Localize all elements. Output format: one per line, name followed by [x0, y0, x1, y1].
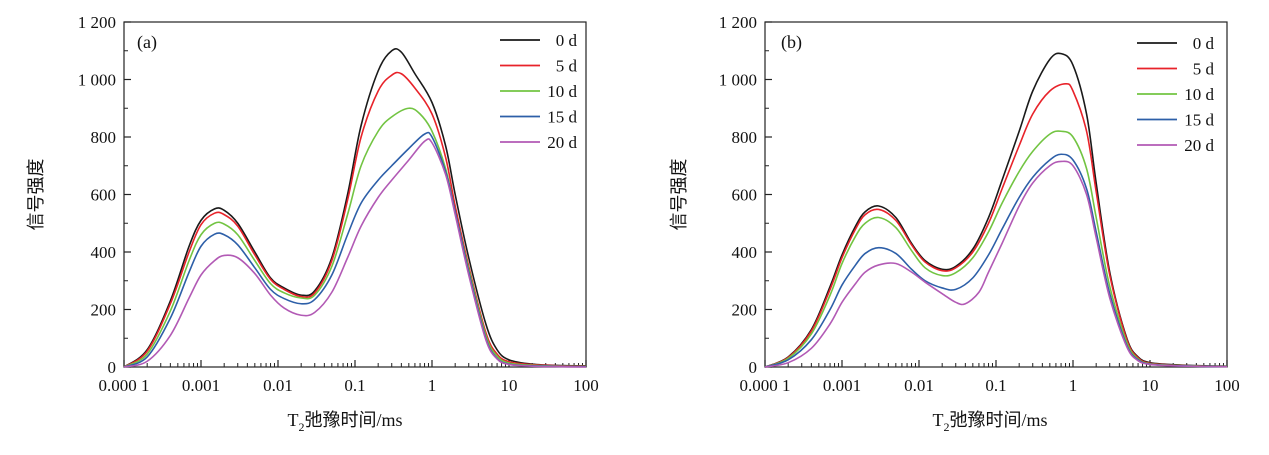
- y-tick-label: 1 000: [719, 71, 757, 90]
- series-line-5d: [764, 82, 1228, 368]
- x-tick-label: 0.001: [182, 376, 220, 395]
- series-line-20d: [123, 138, 587, 368]
- plot-frame: [123, 21, 587, 368]
- panel-label: (b): [781, 32, 802, 53]
- series-line-20d: [764, 160, 1228, 368]
- series-line-5d: [123, 71, 587, 368]
- panel-a: 0 200 400 600 800 1 000 1 200 0.000 1 0.001 0.01 0…: [26, 13, 599, 434]
- x-tick-label: 1: [428, 376, 437, 395]
- legend-label: 10 d: [547, 82, 577, 101]
- series-line-0d: [123, 48, 587, 368]
- x-axis-title: T2弛豫时间/ms: [932, 410, 1047, 434]
- x-tick-label: 0.000 1: [740, 376, 791, 395]
- legend-label: 5 d: [1193, 60, 1215, 79]
- series-line-10d: [764, 130, 1228, 368]
- x-tick-label: 1: [1069, 376, 1078, 395]
- legend-label: 5 d: [556, 57, 578, 76]
- y-tick-label: 0: [749, 358, 758, 377]
- y-tick-label: 600: [91, 186, 117, 205]
- x-axis-title: T2弛豫时间/ms: [287, 410, 402, 434]
- legend-label: 15 d: [547, 108, 577, 127]
- legend-label: 20 d: [1184, 136, 1214, 155]
- y-tick-label: 200: [91, 301, 117, 320]
- y-tick-label: 800: [91, 128, 117, 147]
- series-line-15d: [764, 153, 1228, 368]
- legend-label: 20 d: [547, 133, 577, 152]
- legend-label: 15 d: [1184, 111, 1214, 130]
- y-tick-label: 600: [732, 186, 758, 205]
- x-tick-label: 0.001: [823, 376, 861, 395]
- legend-label: 0 d: [556, 31, 578, 50]
- y-tick-label: 1 200: [719, 13, 757, 32]
- x-tick-label: 0.01: [263, 376, 293, 395]
- y-axis-title: 信号强度: [669, 159, 689, 231]
- series-line-0d: [764, 52, 1228, 368]
- series-line-10d: [123, 107, 587, 368]
- x-tick-label: 10: [501, 376, 518, 395]
- x-tick-label: 0.1: [344, 376, 365, 395]
- panel-b: 0 200 400 600 800 1 000 1 200 0.000 1 0.001 0.01 0…: [669, 13, 1240, 434]
- y-tick-label: 1 200: [78, 13, 116, 32]
- x-tick-label: 100: [573, 376, 599, 395]
- y-tick-label: 0: [108, 358, 117, 377]
- y-axis-title: 信号强度: [26, 159, 46, 231]
- legend-label: 10 d: [1184, 85, 1214, 104]
- y-tick-label: 400: [91, 243, 117, 262]
- x-tick-label: 100: [1214, 376, 1240, 395]
- x-tick-label: 0.1: [985, 376, 1006, 395]
- y-tick-label: 800: [732, 128, 758, 147]
- y-tick-label: 400: [732, 243, 758, 262]
- legend-label: 0 d: [1193, 34, 1215, 53]
- panel-label: (a): [137, 32, 157, 53]
- y-tick-label: 1 000: [78, 71, 116, 90]
- x-tick-label: 0.01: [904, 376, 934, 395]
- y-tick-label: 200: [732, 301, 758, 320]
- x-tick-label: 10: [1142, 376, 1159, 395]
- x-tick-label: 0.000 1: [99, 376, 150, 395]
